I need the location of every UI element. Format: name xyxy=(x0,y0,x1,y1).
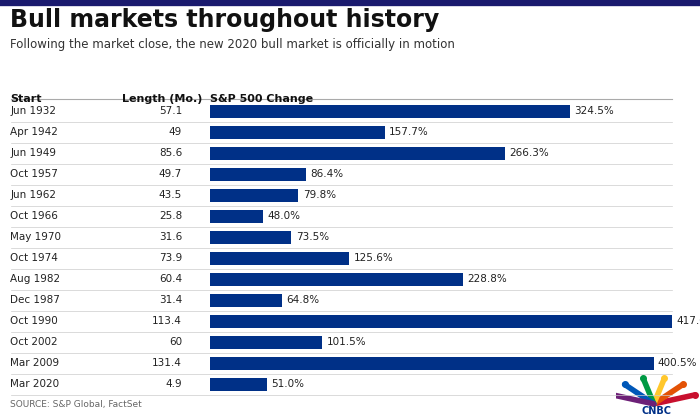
Text: 131.4: 131.4 xyxy=(152,358,182,368)
Text: Aug 1982: Aug 1982 xyxy=(10,274,61,284)
Text: 324.5%: 324.5% xyxy=(574,106,613,116)
Text: 51.0%: 51.0% xyxy=(271,379,304,389)
Text: 125.6%: 125.6% xyxy=(354,253,393,263)
Text: Oct 1957: Oct 1957 xyxy=(10,169,58,179)
Text: Oct 1990: Oct 1990 xyxy=(10,316,58,326)
Text: Oct 2002: Oct 2002 xyxy=(10,337,58,347)
Text: 228.8%: 228.8% xyxy=(468,274,508,284)
Text: Oct 1974: Oct 1974 xyxy=(10,253,58,263)
Text: 113.4: 113.4 xyxy=(152,316,182,326)
Text: 49: 49 xyxy=(169,127,182,137)
Text: 157.7%: 157.7% xyxy=(389,127,428,137)
Text: 86.4%: 86.4% xyxy=(310,169,343,179)
Text: 31.4: 31.4 xyxy=(159,295,182,305)
Text: May 1970: May 1970 xyxy=(10,232,62,242)
Text: 43.5: 43.5 xyxy=(159,190,182,200)
Text: Following the market close, the new 2020 bull market is officially in motion: Following the market close, the new 2020… xyxy=(10,38,456,51)
Text: SOURCE: S&P Global, FactSet: SOURCE: S&P Global, FactSet xyxy=(10,401,142,410)
Text: 31.6: 31.6 xyxy=(159,232,182,242)
Text: Jun 1949: Jun 1949 xyxy=(10,148,57,158)
Text: Oct 1966: Oct 1966 xyxy=(10,211,58,221)
Text: 60: 60 xyxy=(169,337,182,347)
Text: 101.5%: 101.5% xyxy=(327,337,366,347)
Text: 266.3%: 266.3% xyxy=(509,148,549,158)
Text: 417.0%: 417.0% xyxy=(676,316,700,326)
Text: Mar 2009: Mar 2009 xyxy=(10,358,60,368)
Text: Length (Mo.): Length (Mo.) xyxy=(122,94,203,105)
Text: 73.9: 73.9 xyxy=(159,253,182,263)
Text: 400.5%: 400.5% xyxy=(658,358,697,368)
Text: Apr 1942: Apr 1942 xyxy=(10,127,58,137)
Text: Dec 1987: Dec 1987 xyxy=(10,295,60,305)
Text: Start: Start xyxy=(10,94,42,105)
Text: S&P 500 Change: S&P 500 Change xyxy=(210,94,313,105)
Text: Jun 1962: Jun 1962 xyxy=(10,190,57,200)
Text: Bull markets throughout history: Bull markets throughout history xyxy=(10,8,440,32)
Text: 60.4: 60.4 xyxy=(159,274,182,284)
Text: 79.8%: 79.8% xyxy=(302,190,336,200)
Text: 57.1: 57.1 xyxy=(159,106,182,116)
Text: 4.9: 4.9 xyxy=(165,379,182,389)
Text: 64.8%: 64.8% xyxy=(286,295,319,305)
Text: Jun 1932: Jun 1932 xyxy=(10,106,57,116)
Text: 73.5%: 73.5% xyxy=(295,232,329,242)
Text: 48.0%: 48.0% xyxy=(267,211,300,221)
Text: 49.7: 49.7 xyxy=(159,169,182,179)
Text: CNBC: CNBC xyxy=(641,406,671,416)
Text: Mar 2020: Mar 2020 xyxy=(10,379,60,389)
Text: 25.8: 25.8 xyxy=(159,211,182,221)
Text: 85.6: 85.6 xyxy=(159,148,182,158)
